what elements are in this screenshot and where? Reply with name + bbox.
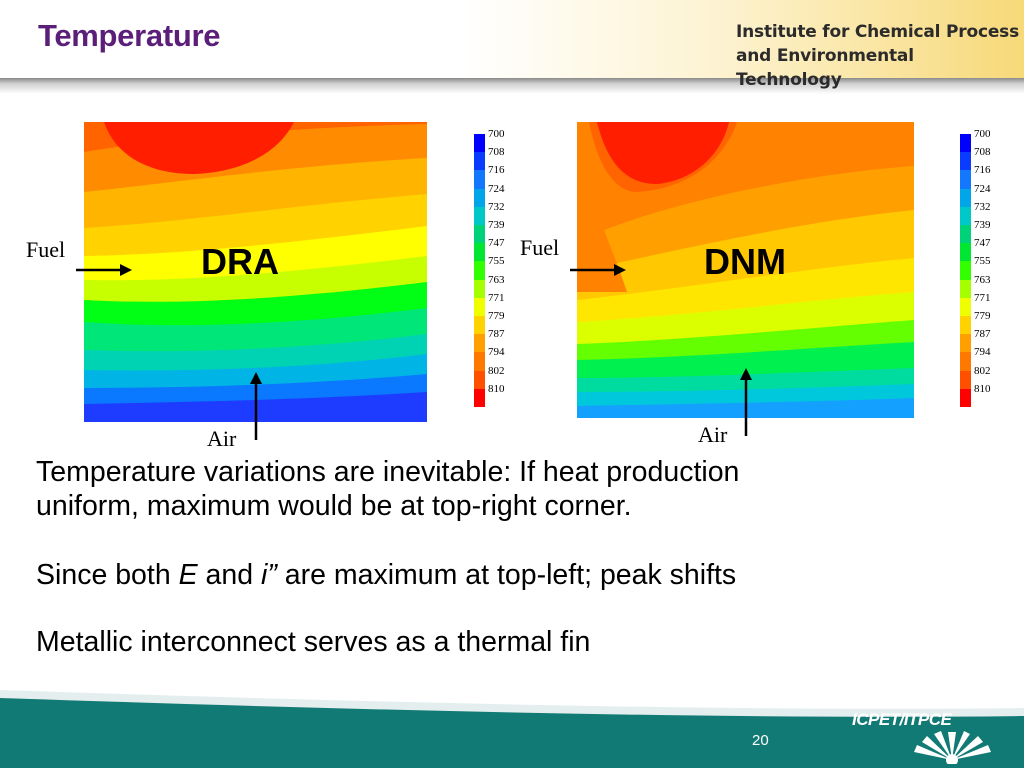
body-text-3: Metallic interconnect serves as a therma…	[36, 626, 591, 658]
body-line-1: Temperature variations are inevitable: I…	[36, 456, 740, 488]
legend-swatch	[474, 134, 485, 153]
legend-value: 700	[488, 128, 505, 140]
panel-label-dra: DRA	[201, 241, 279, 282]
legend-value: 708	[488, 146, 505, 159]
panel-label-dnm: DNM	[704, 241, 786, 282]
legend-value: 732	[974, 200, 991, 213]
air-label-dnm: Air	[698, 422, 728, 447]
legend-value: 763	[488, 273, 505, 286]
contour-plot-dra	[84, 122, 427, 422]
legend-value: 747	[974, 237, 991, 250]
variable-i: i”	[261, 559, 277, 591]
legend-value: 739	[974, 219, 991, 231]
institute-line-2: and Environmental Technology	[736, 46, 914, 90]
legend-value: 755	[974, 255, 991, 268]
header-bar	[0, 0, 1024, 78]
body-text-2: Since both E and i” are maximum at top-l…	[36, 558, 736, 592]
fuel-arrow-dra-icon	[76, 264, 132, 276]
fuel-label-dnm: Fuel	[520, 235, 560, 260]
footer-band	[0, 690, 1024, 768]
legend-value: 771	[974, 291, 991, 304]
legend-value: 802	[974, 364, 991, 377]
body-line-2: uniform, maximum would be at top-right c…	[36, 490, 632, 522]
fuel-label-dra: Fuel	[26, 237, 66, 262]
legend-value: 794	[974, 346, 991, 359]
air-label-dra: Air	[207, 426, 237, 451]
sun-logo-icon	[914, 731, 991, 764]
air-arrow-dnm-icon	[740, 368, 752, 436]
institute-name: Institute for Chemical Process and Envir…	[736, 20, 1024, 92]
legend-value: 794	[488, 346, 505, 359]
legend-value: 787	[974, 328, 991, 341]
legend-value: 810	[974, 382, 991, 395]
variable-e: E	[178, 559, 198, 591]
legend-value: 732	[488, 200, 505, 213]
legend-value: 779	[488, 310, 505, 322]
slide-title: Temperature	[38, 18, 221, 53]
legend-value: 724	[974, 182, 991, 195]
contour-plot-dnm	[577, 122, 914, 418]
legend-value: 763	[974, 273, 991, 286]
legend-value: 787	[488, 328, 505, 341]
institute-line-1: Institute for Chemical Process	[736, 22, 1019, 42]
legend-value: 755	[488, 255, 505, 268]
body-text-1: Temperature variations are inevitable: I…	[36, 455, 739, 523]
legend-value: 810	[488, 382, 505, 395]
legend-value: 716	[974, 164, 991, 177]
legend-value: 739	[488, 219, 505, 231]
body-line-3-pre: Since both	[36, 559, 179, 591]
legend-value: 708	[974, 146, 991, 159]
legend-value: 747	[488, 237, 505, 250]
logo-text: ICPET/ITPCE	[852, 710, 952, 729]
header-shadow	[0, 78, 1024, 94]
legend-value: 779	[974, 310, 991, 322]
legend-value: 716	[488, 164, 505, 177]
legend-value: 724	[488, 182, 505, 195]
page-number: 20	[752, 732, 769, 749]
legend-value: 771	[488, 291, 505, 304]
fuel-arrow-dnm-icon	[570, 264, 626, 276]
legend-value: 700	[974, 128, 991, 140]
air-arrow-dra-icon	[250, 372, 262, 440]
legend-value: 802	[488, 364, 505, 377]
body-line-3-post: are maximum at top-left; peak shifts	[276, 559, 737, 591]
body-line-3-mid: and	[197, 559, 262, 591]
